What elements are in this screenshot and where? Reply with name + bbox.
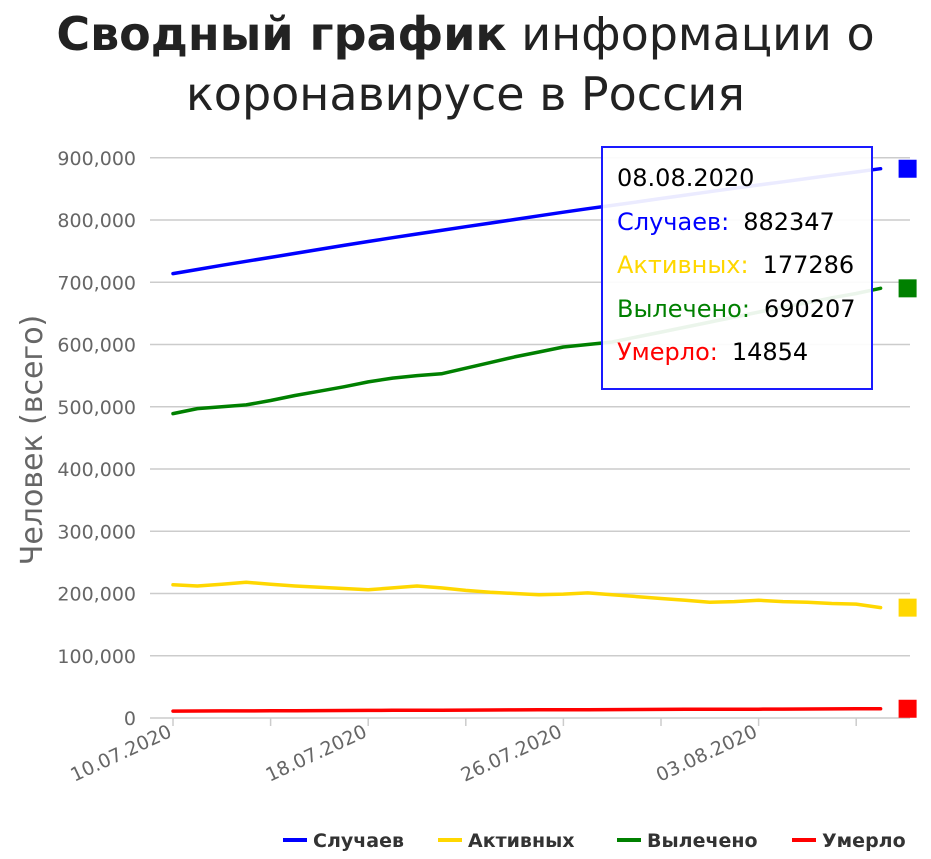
y-tick-label: 200,000 [57, 584, 136, 606]
tooltip-row-recovered: Вылечено: 690207 [617, 295, 871, 339]
x-tick-label: 10.07.2020 [67, 721, 175, 787]
series-deaths-marker[interactable] [898, 699, 917, 718]
x-tick-label: 18.07.2020 [262, 721, 370, 787]
chart-title-line2: коронавирусе в Россия [186, 67, 745, 121]
y-tick-label: 0 [124, 708, 136, 730]
y-tick-label: 500,000 [57, 397, 136, 419]
y-tick-label: 700,000 [57, 272, 136, 294]
y-tick-label: 800,000 [57, 210, 136, 232]
x-tick-label: 03.08.2020 [653, 721, 761, 787]
series-recovered-marker[interactable] [898, 279, 917, 298]
tooltip-label-recovered: Вылечено: [617, 294, 750, 323]
grid-lines [150, 157, 910, 719]
y-tick-label: 300,000 [57, 521, 136, 543]
legend-cases-label[interactable]: Случаев [313, 830, 404, 852]
y-tick-label: 600,000 [57, 335, 136, 357]
x-tick-labels: 10.07.2020 18.07.2020 26.07.2020 03.08.2020 [67, 718, 857, 787]
legend-recovered-label[interactable]: Вылечено [647, 830, 758, 852]
tooltip-label-cases: Случаев: [617, 207, 730, 236]
y-tick-label: 900,000 [57, 148, 136, 170]
y-tick-label: 400,000 [57, 459, 136, 481]
series-cases-marker[interactable] [898, 159, 917, 178]
tooltip-row-cases: Случаев: 882347 [617, 208, 871, 252]
tooltip-value-active: 177286 [762, 251, 855, 279]
tooltip-date: 08.08.2020 [617, 164, 755, 192]
tooltip: 08.08.2020 Случаев: 882347 Активных: 17728… [601, 146, 873, 390]
y-tick-labels: 0 100,000 200,000 300,000 400,000 500,000 600,… [57, 148, 136, 730]
tooltip-value-deaths: 14854 [731, 338, 809, 366]
tooltip-label-active: Активных: [617, 251, 749, 279]
series-active-marker[interactable] [898, 598, 917, 617]
chart-title-rest: информации о [506, 7, 875, 61]
x-tick-label: 26.07.2020 [458, 721, 566, 787]
legend: Случаев Активных Вылечено Умерло [283, 830, 906, 852]
y-tick-label: 100,000 [57, 646, 136, 668]
tooltip-value-cases: 882347 [743, 207, 835, 236]
tooltip-value-recovered: 690207 [763, 294, 856, 323]
tooltip-row-deaths: Умерло: 14854 [617, 338, 871, 382]
chart-title-bold: Сводный график [56, 7, 507, 61]
chart-title: Сводный график информации о коронавирусе… [0, 4, 931, 124]
y-axis-label: Человек (всего) [15, 315, 50, 566]
series-deaths-line [171, 707, 883, 713]
series-active-line [171, 580, 883, 610]
legend-deaths-label[interactable]: Умерло [822, 830, 906, 852]
legend-active-label[interactable]: Активных [468, 830, 575, 852]
tooltip-label-deaths: Умерло: [617, 338, 718, 366]
tooltip-row-active: Активных: 177286 [617, 251, 871, 295]
